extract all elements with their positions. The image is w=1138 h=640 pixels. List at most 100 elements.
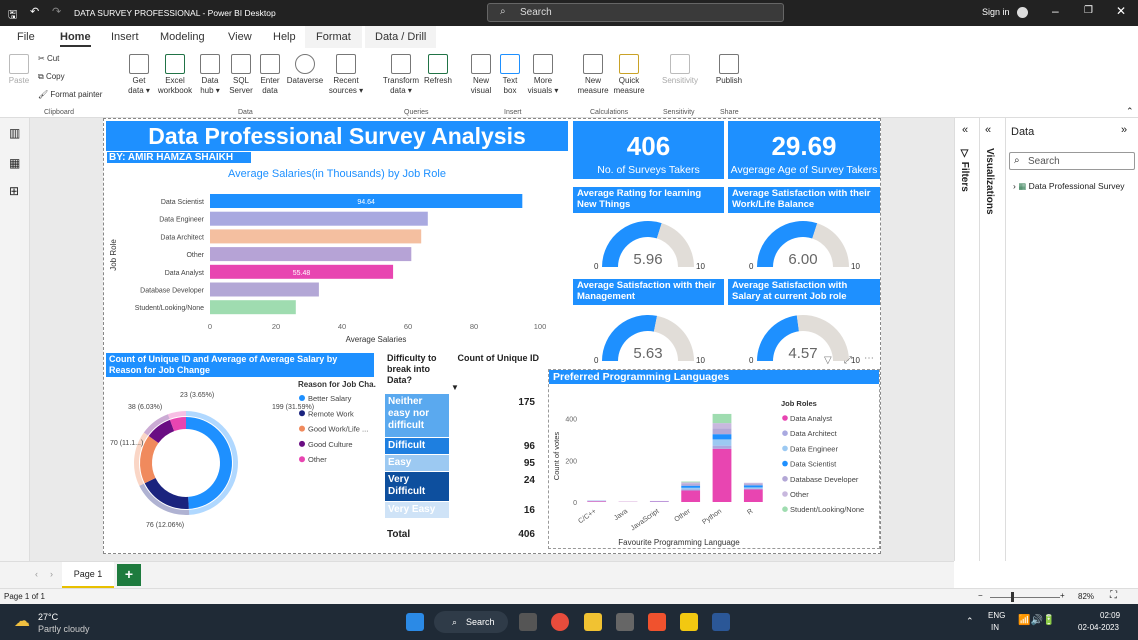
tray-chevron-icon[interactable]: ⌃	[966, 616, 974, 626]
tab-view[interactable]: View	[228, 31, 252, 43]
quick-measure-button[interactable]: Quick measure	[611, 54, 647, 96]
cut-button[interactable]: ✂ Cut	[38, 54, 60, 63]
zoom-in-button[interactable]: +	[1060, 591, 1065, 600]
publish-button[interactable]: Publish	[712, 54, 746, 86]
chrome-icon[interactable]	[551, 613, 569, 631]
donut-outer-ring	[167, 411, 186, 419]
enter-data-button[interactable]: Enter data	[257, 54, 283, 96]
tab-home[interactable]: Home	[60, 31, 91, 47]
job-change-donut[interactable]: Count of Unique ID and Average of Averag…	[106, 353, 376, 553]
weather-temp: 27°C	[38, 612, 59, 622]
legend-dot	[782, 460, 788, 467]
table-row[interactable]: Difficult 96	[385, 438, 537, 455]
sql-server-button[interactable]: SQL Server	[227, 54, 255, 96]
dataverse-button[interactable]: Dataverse	[285, 54, 325, 86]
transform-data-button[interactable]: Transform data ▾	[380, 54, 422, 96]
store-icon[interactable]	[616, 613, 634, 631]
get-data-button[interactable]: Get data ▾	[124, 54, 154, 96]
redo-icon[interactable]: ↷	[52, 6, 62, 18]
tab-help[interactable]: Help	[273, 31, 296, 43]
gauge-salary-fill	[757, 315, 799, 361]
salary-chart[interactable]: Average Salaries(in Thousands) by Job Ro…	[106, 165, 568, 351]
table-view-icon[interactable]: ▦	[9, 156, 21, 170]
more-visuals-button[interactable]: More visuals ▾	[524, 54, 562, 96]
sensitivity-button[interactable]: Sensitivity	[658, 54, 702, 86]
x-tick-label: 60	[404, 322, 412, 331]
x-tick-label: 20	[272, 322, 280, 331]
network-volume-battery-icons[interactable]: 📶🔊🔋	[1018, 615, 1056, 626]
next-page-icon[interactable]: ›	[50, 569, 53, 579]
undo-icon[interactable]: ↶	[30, 6, 40, 18]
copy-button[interactable]: ⧉ Copy	[38, 72, 65, 81]
lang-in[interactable]: IN	[991, 623, 999, 632]
legend-dot	[782, 476, 788, 482]
data-table-item[interactable]: › ▦ Data Professional Survey	[1013, 181, 1125, 191]
zoom-slider-thumb[interactable]	[1011, 592, 1014, 602]
brave-icon[interactable]	[648, 613, 666, 631]
gauge-management-value: 5.63	[633, 345, 662, 362]
tab-format[interactable]: Format	[305, 26, 362, 48]
difficulty-table[interactable]: Difficulty to break into Data? Count of …	[385, 353, 539, 549]
prev-page-icon[interactable]: ‹	[35, 569, 38, 579]
format-painter-button[interactable]: 🖌 Format painter	[38, 90, 103, 99]
zoom-out-button[interactable]: −	[978, 591, 983, 600]
tab-insert[interactable]: Insert	[111, 31, 139, 43]
table-row[interactable]: Very Difficult 24	[385, 472, 537, 502]
zoom-slider[interactable]	[990, 597, 1060, 598]
excel-workbook-button[interactable]: Excel workbook	[156, 54, 194, 96]
power-bi-icon[interactable]	[680, 613, 698, 631]
collapse-visualizations-icon[interactable]: «	[985, 124, 992, 136]
filter-pane-icon: ▽	[959, 148, 970, 162]
donut-slice	[144, 477, 189, 509]
recent-sources-button[interactable]: Recent sources ▾	[327, 54, 365, 96]
more-options-icon[interactable]: ⋯	[864, 353, 874, 364]
new-measure-button[interactable]: New measure	[575, 54, 611, 96]
sign-in-link[interactable]: Sign in	[982, 7, 1010, 17]
new-visual-button[interactable]: New visual	[466, 54, 496, 96]
start-button-icon[interactable]	[406, 613, 424, 631]
lang-eng[interactable]: ENG	[988, 611, 1006, 620]
gauge-row-1[interactable]: 5.96 0 10 6.00 0 10	[573, 213, 883, 273]
programming-languages-chart[interactable]: Preferred Programming Languages 0 200 400 C…	[548, 369, 880, 549]
paste-button[interactable]: Paste	[6, 54, 32, 86]
table-row[interactable]: Very Easy 16	[385, 502, 537, 519]
table-header-difficulty[interactable]: Difficulty to break into Data?	[387, 353, 437, 385]
model-view-icon[interactable]: ⊞	[9, 184, 20, 198]
add-page-button[interactable]: +	[117, 564, 141, 586]
tab-modeling[interactable]: Modeling	[160, 31, 205, 43]
visualizations-pane-tab[interactable]: Visualizations	[984, 148, 995, 215]
legend-dot	[782, 491, 788, 497]
x-tick-label: 100	[534, 322, 547, 331]
collapse-ribbon-icon[interactable]: ⌃	[1126, 106, 1134, 116]
expand-data-icon[interactable]: »	[1121, 124, 1128, 136]
task-view-icon[interactable]	[519, 613, 537, 631]
taskbar-search[interactable]: ⌕ Search	[434, 611, 508, 633]
account-avatar[interactable]	[1017, 7, 1028, 18]
collapse-filters-icon[interactable]: «	[962, 124, 969, 136]
refresh-button[interactable]: Refresh	[422, 54, 454, 86]
word-icon[interactable]	[712, 613, 730, 631]
text-box-button[interactable]: Text box	[498, 54, 522, 96]
gauge-row-2[interactable]: 5.63 0 10 4.57 0 10	[573, 305, 883, 367]
report-view-icon[interactable]: ▥	[9, 126, 21, 140]
tab-file[interactable]: File	[17, 31, 35, 43]
file-explorer-icon[interactable]	[584, 613, 602, 631]
fit-to-page-icon[interactable]: ⛶	[1110, 590, 1117, 601]
search-input[interactable]: ⌕ Search	[487, 3, 784, 22]
sort-desc-icon[interactable]: ▼	[451, 383, 459, 392]
data-hub-button[interactable]: Data hub ▾	[196, 54, 224, 96]
save-icon[interactable]: 🖫	[8, 9, 18, 21]
table-row[interactable]: Neither easy nor difficult 175	[385, 394, 537, 438]
filter-icon[interactable]: ▽	[824, 355, 832, 366]
minimize-button[interactable]: –	[1052, 4, 1059, 18]
filters-pane-tab[interactable]: ▽ Filters	[959, 148, 970, 192]
focus-mode-icon[interactable]: ⤢	[844, 355, 852, 366]
data-search-input[interactable]: ⌕ Search	[1009, 152, 1135, 170]
table-header-count[interactable]: Count of Unique ID	[457, 353, 539, 363]
table-cell-label: Neither easy nor difficult	[385, 394, 449, 437]
tab-data-drill[interactable]: Data / Drill	[365, 26, 437, 48]
close-button[interactable]: ✕	[1116, 4, 1127, 18]
page-tab-1[interactable]: Page 1	[62, 562, 114, 589]
restore-button[interactable]: ❐	[1084, 5, 1093, 16]
table-row[interactable]: Easy 95	[385, 455, 537, 472]
